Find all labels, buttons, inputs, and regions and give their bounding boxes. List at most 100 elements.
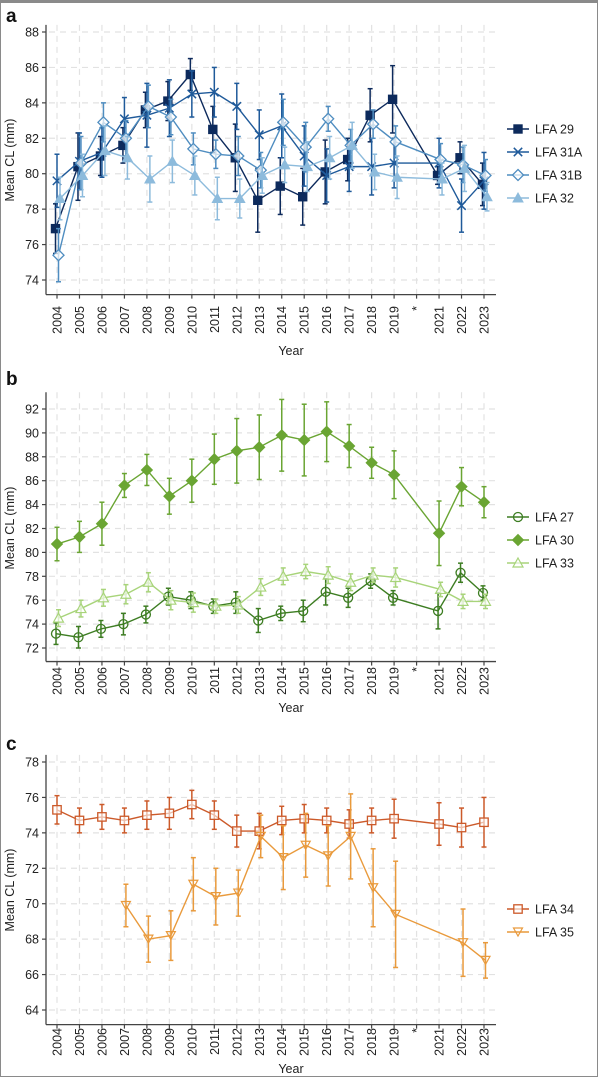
x-axis-title: Year [278,344,303,358]
y-axis-title: Mean CL (mm) [3,119,17,202]
x-tick-label: 2012 [230,667,244,695]
data-point [344,819,355,829]
data-point [345,831,357,842]
x-tick-label: 2006 [95,1028,109,1056]
series-lfa-29 [50,57,488,255]
legend-item: LFA 33 [507,557,574,571]
y-tick-label: 84 [25,498,39,512]
data-point [73,632,84,643]
y-tick-label: 76 [25,791,39,805]
x-tick-label: 2013 [253,667,267,695]
y-tick-label: 86 [25,61,39,75]
data-point [481,190,493,202]
panel-letter: b [6,369,18,390]
legend-label: LFA 30 [535,534,574,548]
legend-label: LFA 27 [535,511,574,525]
data-point [275,608,286,619]
data-point [298,192,308,202]
y-tick-label: 88 [25,450,39,464]
x-tick-label: 2015 [298,306,312,334]
x-tick-label: * [410,1028,424,1033]
data-point [387,468,401,481]
x-tick-label: 2014 [275,1028,289,1056]
y-tick-label: 72 [25,642,39,656]
data-point [298,433,311,447]
x-tick-label: 2021 [433,306,447,334]
data-point [186,142,200,156]
x-tick-label: 2009 [163,306,177,334]
data-point [210,892,222,902]
y-axis-title: Mean CL (mm) [3,487,17,570]
series-lfa-34 [52,789,489,850]
data-point [389,813,399,824]
data-point [365,110,375,120]
data-point [54,192,66,204]
x-tick-label: 2009 [163,1028,177,1056]
data-point [97,591,110,603]
data-point [209,599,222,611]
legend-label: LFA 31A [535,146,583,160]
data-point [232,101,242,112]
y-tick-label: 78 [25,756,39,770]
data-point [253,195,263,205]
data-point [366,815,377,826]
data-point [253,441,266,454]
data-point [367,883,379,893]
x-tick-label: 2017 [343,1028,357,1056]
data-point [477,496,491,509]
data-point [387,94,398,105]
data-point [141,99,155,113]
data-point [276,115,290,129]
data-point [298,605,309,617]
data-point [166,155,179,166]
data-point [52,248,65,262]
data-point [230,444,243,458]
x-tick-label: 2011 [208,1028,222,1055]
data-point [76,169,89,180]
series-lfa-30 [50,398,491,567]
data-point [74,156,88,170]
x-tick-label: 2010 [185,306,199,334]
data-point [188,169,201,180]
x-tick-label: 2017 [343,667,357,695]
x-tick-label: 2007 [118,667,132,695]
data-point [299,565,312,577]
data-point [253,615,264,626]
y-tick-label: 84 [25,96,39,110]
data-point [323,151,336,163]
data-point [479,955,492,966]
data-point [455,567,466,578]
data-point [456,200,467,211]
data-point [457,938,469,948]
data-point [458,162,471,173]
data-point [320,425,333,438]
series-lfa-33 [52,563,492,628]
data-point [185,474,199,487]
y-tick-label: 74 [25,826,39,840]
legend-item: LFA 35 [507,926,574,940]
data-point [457,595,470,606]
y-tick-label: 70 [25,897,39,911]
data-point [231,826,242,836]
legend-label: LFA 34 [535,903,574,917]
y-tick-label: 80 [25,167,39,181]
data-point [321,112,335,126]
data-point [208,124,218,135]
x-tick-label: 2021 [433,1028,447,1056]
data-point [320,586,331,597]
data-point [367,568,380,580]
series-lfa-31b [52,84,492,283]
x-tick-label: 2005 [73,1028,87,1056]
gridlines [49,392,496,662]
y-tick-label: 90 [25,426,39,440]
legend-item: LFA 31B [507,169,582,183]
data-point [74,602,87,614]
data-point [187,596,200,608]
data-point [164,103,175,113]
x-tick-label: 2014 [275,667,289,695]
x-tick-label: 2005 [73,667,87,695]
x-tick-label: 2004 [51,1028,65,1056]
data-point [479,595,492,606]
x-tick-label: 2023 [478,306,492,334]
data-point [255,831,267,842]
